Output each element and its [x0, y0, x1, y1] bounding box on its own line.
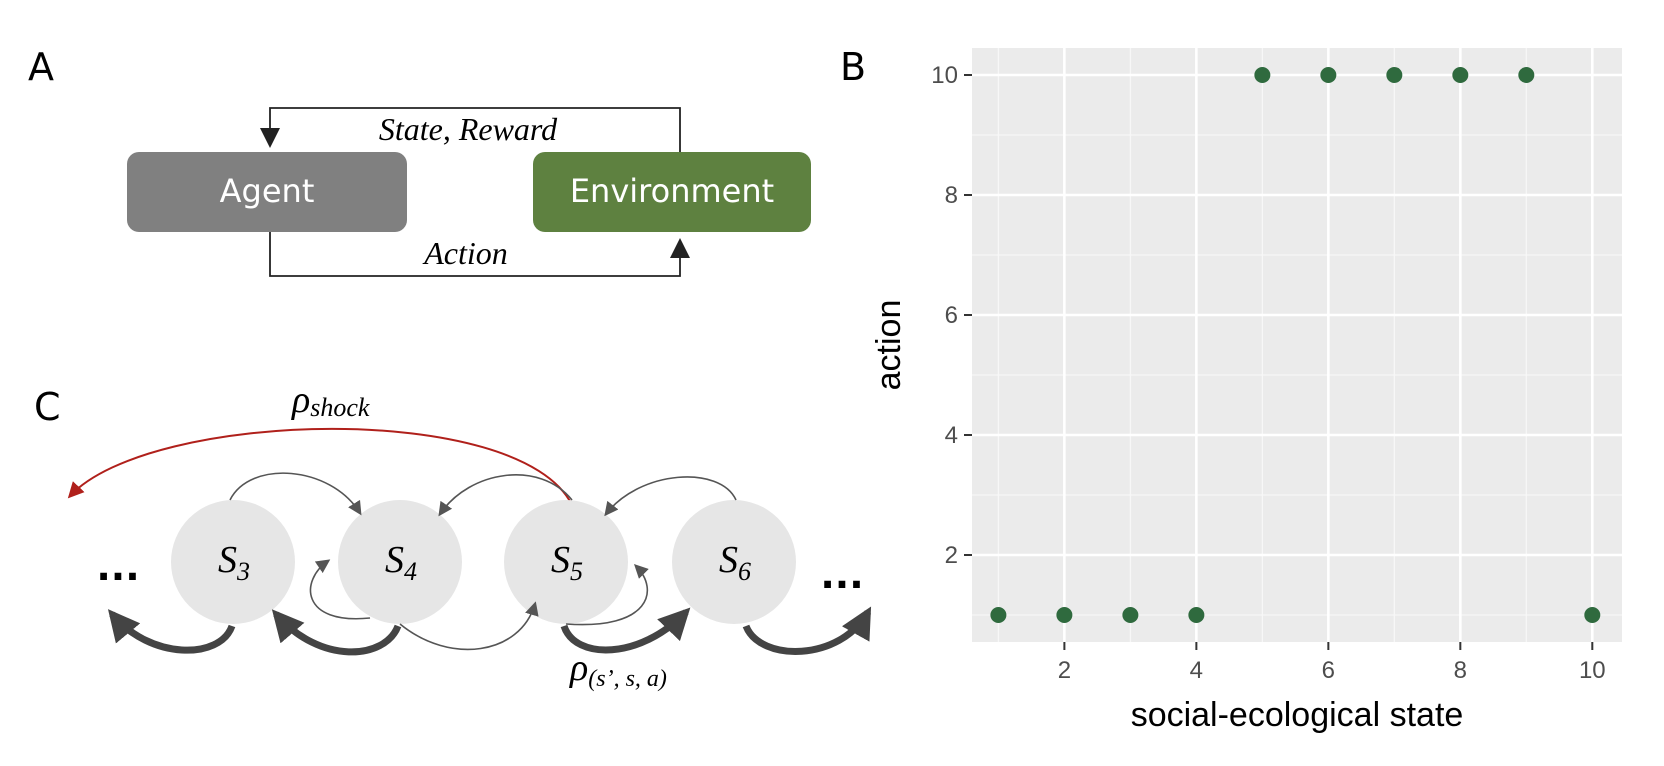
- panel-a: A Agent Environment State, Reward Action: [28, 45, 811, 277]
- action-arrowhead: [670, 238, 690, 258]
- state-node-s3: [171, 500, 295, 624]
- x-tick-label: 2: [1058, 657, 1071, 684]
- panel-b-letter: B: [840, 45, 866, 89]
- panel-a-letter: A: [28, 45, 54, 89]
- thick-arc-s5-to-s6: [560, 607, 691, 654]
- shock-arrow: [67, 427, 573, 506]
- ellipsis-left: ...: [96, 545, 139, 589]
- state-node-s5: [504, 500, 628, 624]
- shock-label: ρshock: [291, 379, 370, 422]
- data-point: [1584, 607, 1601, 623]
- feedback-arrowhead: [260, 128, 280, 148]
- x-axis-title: social-ecological state: [1131, 696, 1464, 734]
- y-tick-label: 2: [945, 542, 958, 569]
- grid-minor: [972, 48, 1622, 642]
- panel-c: C ρshock S3 S4 S5 S6 ... ... ρ(: [34, 379, 872, 692]
- x-tick-label: 10: [1579, 657, 1606, 684]
- action-line: [269, 232, 681, 277]
- state-label-s4: S4: [385, 539, 417, 586]
- data-point: [1122, 607, 1139, 623]
- axis-ticks: 2 4 6 8 10 2 4 6 8 10: [931, 62, 1605, 684]
- environment-box: [533, 152, 811, 232]
- state-label-s3: S3: [218, 539, 250, 586]
- data-point: [1056, 607, 1073, 623]
- agent-box: [127, 152, 407, 232]
- data-point: [1188, 607, 1205, 623]
- state-label-s5: S5: [551, 539, 583, 586]
- data-point: [1452, 67, 1469, 83]
- data-point: [990, 607, 1007, 623]
- y-tick-label: 10: [931, 62, 958, 89]
- grid-major: [972, 48, 1622, 642]
- state-label-s6: S6: [719, 539, 751, 586]
- arc-s6-to-s5: [604, 476, 737, 517]
- action-label: Action: [422, 235, 508, 271]
- panel-c-letter: C: [34, 385, 61, 429]
- state-node-s6: [672, 500, 796, 624]
- plot-panel: [972, 48, 1622, 642]
- state-reward-label: State, Reward: [379, 111, 558, 147]
- thick-arc-s4-to-s3: [271, 609, 402, 656]
- agent-label: Agent: [220, 172, 315, 210]
- data-points: [990, 67, 1601, 623]
- x-tick-label: 8: [1454, 657, 1467, 684]
- ellipsis-right: ...: [820, 553, 863, 597]
- transition-label: ρ(s’, s, a): [569, 647, 667, 692]
- data-point: [1254, 67, 1271, 83]
- x-tick-label: 6: [1322, 657, 1335, 684]
- y-tick-label: 4: [945, 422, 958, 449]
- arc-s4-to-s5: [399, 601, 539, 651]
- y-tick-label: 6: [945, 302, 958, 329]
- arc-s5-self: [565, 564, 649, 626]
- arc-s3-to-s4: [229, 472, 362, 516]
- data-point: [1518, 67, 1535, 83]
- x-tick-label: 4: [1190, 657, 1203, 684]
- y-tick-label: 8: [945, 182, 958, 209]
- feedback-line: [269, 107, 681, 152]
- data-point: [1320, 67, 1337, 83]
- y-axis-title: action: [870, 300, 908, 391]
- panel-b: B 2 4 6 8 10 2 4 6 8 10 social-ecological state a…: [840, 45, 1622, 734]
- thick-arc-s6-right: [742, 606, 872, 655]
- arc-s5-to-s4: [438, 474, 573, 517]
- arc-s4-self: [309, 559, 371, 620]
- environment-label: Environment: [570, 172, 774, 210]
- state-node-s4: [338, 500, 462, 624]
- data-point: [1386, 67, 1403, 83]
- thick-arc-s3-left: [107, 609, 236, 654]
